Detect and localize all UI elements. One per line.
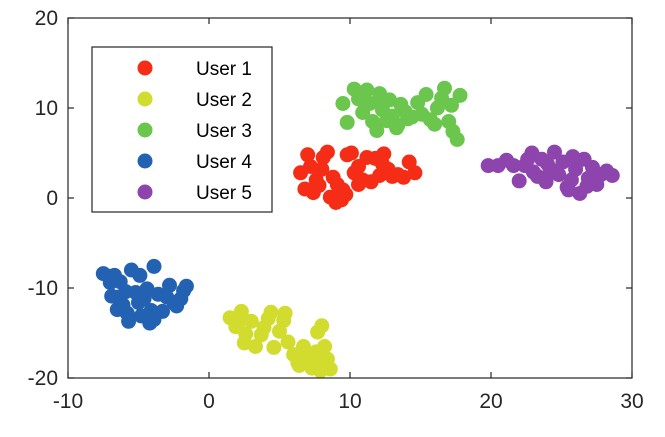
x-tick-label: -10 <box>53 390 83 413</box>
data-point <box>266 339 282 355</box>
data-point <box>449 132 465 147</box>
data-point <box>263 304 279 320</box>
y-tick-label: 0 <box>46 187 58 210</box>
legend-box <box>91 46 273 213</box>
data-point <box>418 87 434 102</box>
y-tick-label: -20 <box>28 367 58 390</box>
data-point <box>548 163 564 179</box>
data-point <box>155 303 170 319</box>
series-5 <box>480 144 620 201</box>
legend-label: User 3 <box>196 121 252 142</box>
data-point <box>118 284 134 300</box>
legend-label: User 5 <box>196 183 252 204</box>
series-1 <box>293 144 423 210</box>
data-point <box>356 87 372 102</box>
series-2 <box>222 303 338 379</box>
x-tick-label: 30 <box>620 390 643 413</box>
data-point <box>121 313 137 329</box>
data-point <box>444 97 459 113</box>
data-point <box>547 144 562 160</box>
y-tick-label: -10 <box>28 277 58 300</box>
data-point <box>248 339 263 354</box>
data-point <box>314 161 330 177</box>
data-point <box>310 324 326 340</box>
data-point <box>382 92 397 108</box>
data-point <box>139 281 155 297</box>
data-point <box>253 327 269 343</box>
data-point <box>303 159 318 174</box>
legend-marker <box>137 91 153 107</box>
data-point <box>437 80 452 96</box>
data-point <box>520 151 536 167</box>
data-point <box>312 363 328 379</box>
data-point <box>511 173 527 189</box>
legend-marker <box>137 184 153 200</box>
data-point <box>300 147 316 163</box>
x-tick-label: 20 <box>479 390 502 413</box>
legend-marker <box>137 153 153 169</box>
data-point <box>369 123 385 138</box>
data-point <box>604 168 620 183</box>
data-point <box>506 158 522 174</box>
data-point <box>104 288 120 304</box>
data-point <box>280 334 296 350</box>
data-point <box>374 156 390 172</box>
data-point <box>525 164 541 180</box>
data-point <box>427 116 443 132</box>
data-point <box>109 302 125 318</box>
legend-marker <box>137 122 153 138</box>
data-point <box>317 339 333 354</box>
series-4 <box>95 258 194 331</box>
data-point <box>335 96 351 111</box>
data-point <box>231 314 247 330</box>
legend-label: User 2 <box>196 90 252 111</box>
data-point <box>162 277 177 293</box>
data-point <box>351 177 366 192</box>
y-tick-label: 20 <box>35 7 58 30</box>
data-point <box>579 178 595 194</box>
x-tick-label: 0 <box>203 390 215 413</box>
legend-label: User 1 <box>196 59 252 80</box>
legend-label: User 4 <box>196 152 252 173</box>
data-point <box>335 182 351 198</box>
data-point <box>565 149 581 165</box>
data-point <box>146 258 162 274</box>
data-point <box>298 352 314 368</box>
data-point <box>343 145 359 161</box>
y-tick-label: 10 <box>35 97 58 120</box>
data-point <box>243 313 259 329</box>
data-point <box>132 267 148 283</box>
data-point <box>277 305 293 321</box>
data-point <box>407 165 423 181</box>
data-point <box>319 144 335 160</box>
data-point <box>311 177 327 193</box>
data-point <box>396 169 412 185</box>
x-tick-label: 10 <box>338 390 361 413</box>
legend-marker <box>137 60 153 76</box>
points-layer <box>95 80 620 379</box>
data-point <box>178 278 194 294</box>
data-point <box>452 87 468 103</box>
data-point <box>538 174 554 190</box>
series-3 <box>335 80 468 147</box>
data-point <box>568 161 584 177</box>
data-point <box>339 114 355 130</box>
data-point <box>390 117 406 133</box>
data-point <box>561 182 576 198</box>
data-point <box>370 93 386 109</box>
legend: User 1 User 2 User 3 User 4 User 5 <box>91 46 273 213</box>
data-point <box>142 315 158 331</box>
